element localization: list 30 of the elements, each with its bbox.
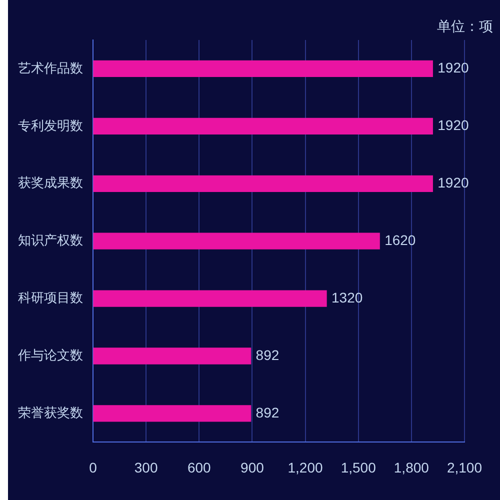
y-tick-label: 作与论文数 — [17, 348, 83, 363]
x-tick-label: 0 — [89, 459, 98, 476]
bar — [93, 232, 380, 250]
x-tick-label: 2,100 — [446, 459, 482, 476]
y-tick-label: 知识产权数 — [18, 232, 83, 248]
bar — [93, 405, 252, 422]
data-label: 1320 — [332, 289, 363, 306]
text: 单位：项 — [437, 18, 493, 34]
data-label: 1920 — [438, 60, 469, 76]
data-label: 1920 — [438, 174, 469, 190]
x-tick-label: 300 — [134, 459, 158, 476]
data-label: 1920 — [438, 117, 469, 134]
bar — [93, 290, 327, 307]
x-tick-label: 1,200 — [288, 459, 323, 476]
bar — [93, 175, 433, 192]
x-tick-label: 900 — [240, 459, 264, 476]
x-tick-label: 1,500 — [340, 459, 376, 476]
bar — [93, 60, 433, 78]
y-tick-label: 艺术作品数 — [18, 60, 83, 76]
bar — [93, 118, 433, 135]
data-label: 892 — [256, 346, 280, 363]
data-label: 1620 — [384, 232, 416, 248]
y-tick-label: 专利发明数 — [18, 118, 83, 133]
y-tick-label: 获奖成果数 — [18, 175, 83, 190]
y-tick-label: 荣誉获奖数 — [18, 405, 83, 420]
data-label: 892 — [256, 404, 280, 420]
bar — [93, 348, 252, 364]
x-tick-label: 600 — [187, 459, 212, 476]
x-tick-label: 1,800 — [394, 459, 430, 476]
y-tick-label: 科研项目数 — [18, 290, 83, 306]
